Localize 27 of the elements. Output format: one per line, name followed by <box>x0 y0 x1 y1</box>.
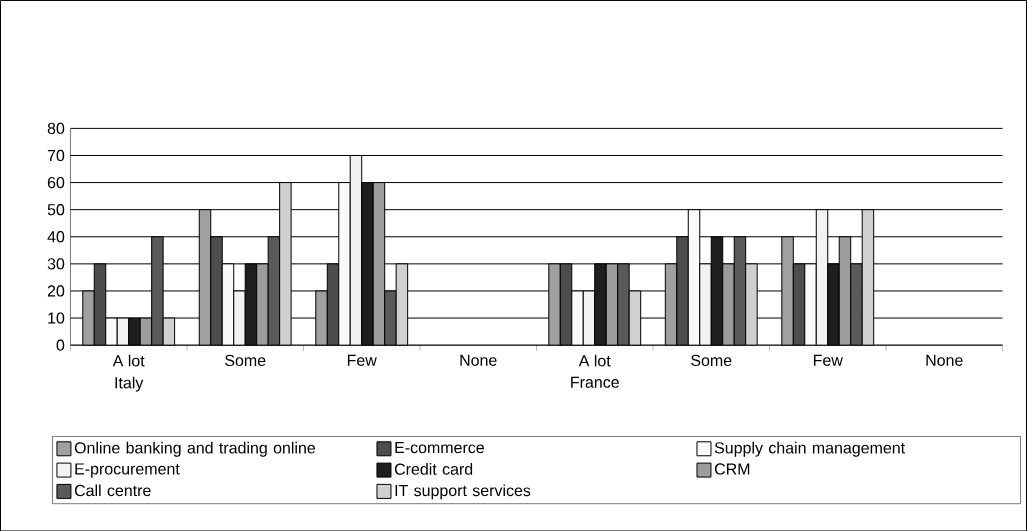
legend-label: CRM <box>714 463 750 475</box>
y-tick-label: 30 <box>47 257 65 270</box>
legend-label: IT support services <box>395 484 531 500</box>
x-tick-label: A lot <box>578 354 611 367</box>
legend-label: Online banking and trading online <box>74 441 316 457</box>
y-tick-label: 0 <box>56 339 65 351</box>
y-tick-label: 50 <box>47 203 65 216</box>
x-tick-label: Some <box>691 354 732 366</box>
legend-label: Call centre <box>74 484 151 496</box>
y-tick-label: 10 <box>48 312 65 324</box>
legend-label: Supply chain management <box>714 441 905 457</box>
x-tick-label: A lot <box>112 354 145 367</box>
y-tick-label: 40 <box>47 230 65 243</box>
legend-label: E-commerce <box>395 441 484 453</box>
y-tick-label: 70 <box>47 149 65 161</box>
text: Italy <box>115 376 144 392</box>
y-tick-label: 60 <box>47 176 65 188</box>
legend-label: Credit card <box>394 462 473 475</box>
legend-label: E-procurement <box>75 463 180 478</box>
y-tick-label: 20 <box>47 285 65 297</box>
x-tick-label: None <box>460 354 497 366</box>
y-tick-label: 80 <box>47 122 65 134</box>
x-tick-label: Few <box>813 354 843 366</box>
x-tick-label: None <box>926 354 963 366</box>
text: France <box>571 376 619 388</box>
x-tick-label: Few <box>347 354 377 366</box>
x-tick-label: Some <box>225 354 266 366</box>
